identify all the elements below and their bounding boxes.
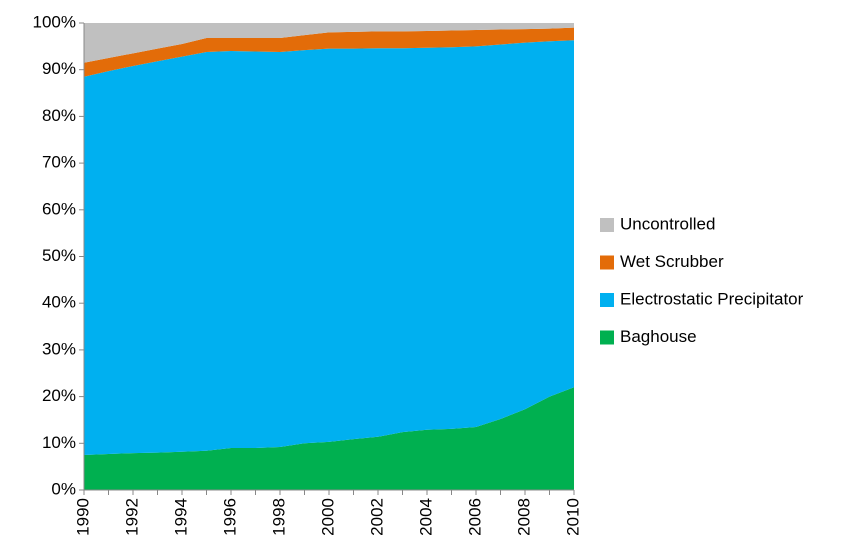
x-tick-label: 2000 <box>318 498 337 536</box>
x-tick-label: 2008 <box>514 498 533 536</box>
x-tick-label: 1992 <box>122 498 141 536</box>
y-tick-label: 50% <box>42 246 76 265</box>
area <box>84 23 574 63</box>
legend-label: Wet Scrubber <box>620 252 724 271</box>
y-tick-label: 10% <box>42 433 76 452</box>
legend-swatch <box>600 255 614 270</box>
y-tick-label: 100% <box>33 12 76 31</box>
x-tick-label: 1994 <box>171 498 190 536</box>
area <box>84 387 574 490</box>
y-tick-label: 40% <box>42 293 76 312</box>
y-tick-label: 0% <box>51 479 76 498</box>
x-tick-label: 2002 <box>367 498 386 536</box>
y-tick-label: 70% <box>42 153 76 172</box>
y-tick-label: 90% <box>42 59 76 78</box>
x-tick-label: 2004 <box>416 498 435 536</box>
y-tick-label: 20% <box>42 386 76 405</box>
x-tick-label: 1998 <box>269 498 288 536</box>
y-tick-label: 60% <box>42 199 76 218</box>
x-tick-label: 1996 <box>220 498 239 536</box>
y-tick-label: 30% <box>42 339 76 358</box>
legend-label: Uncontrolled <box>620 214 715 233</box>
y-tick-label: 80% <box>42 106 76 125</box>
legend-swatch <box>600 330 614 345</box>
legend-swatch <box>600 293 614 307</box>
x-tick-label: 1990 <box>73 498 92 536</box>
legend-label: Baghouse <box>620 327 697 346</box>
x-tick-label: 2010 <box>563 498 582 536</box>
legend-label: Electrostatic Precipitator <box>620 289 804 308</box>
area <box>84 40 574 455</box>
area <box>84 27 574 77</box>
x-tick-label: 2006 <box>465 498 484 536</box>
legend-swatch <box>600 218 614 232</box>
